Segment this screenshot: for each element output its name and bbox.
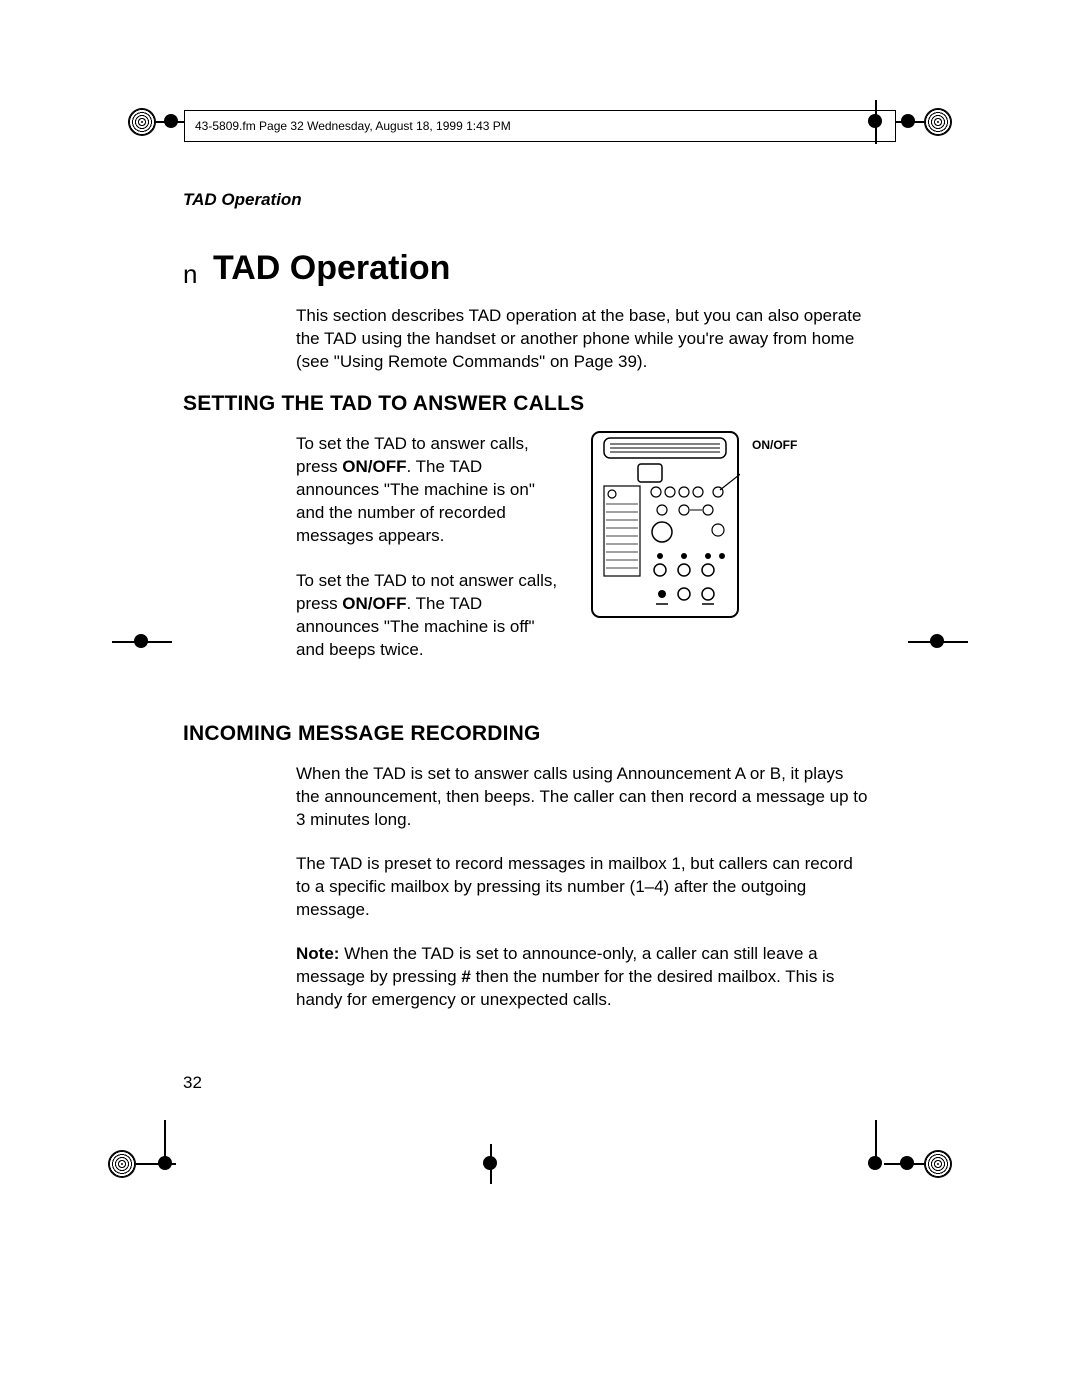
reg-line	[875, 1120, 877, 1160]
chapter-intro: This section describes TAD operation at …	[296, 305, 866, 374]
reg-node	[900, 1156, 914, 1170]
device-illustration	[590, 430, 740, 625]
crop-mark-top-left	[128, 108, 156, 136]
crop-info-text: 43-5809.fm Page 32 Wednesday, August 18,…	[195, 119, 511, 133]
running-head: TAD Operation	[183, 190, 302, 210]
section1-p1: To set the TAD to answer calls, press ON…	[296, 433, 566, 548]
crop-mark-bottom-right	[924, 1150, 952, 1178]
bold-text: ON/OFF	[342, 457, 406, 476]
section1-p2: To set the TAD to not answer calls, pres…	[296, 570, 566, 662]
onoff-callout: ON/OFF	[752, 438, 797, 452]
page-number: 32	[183, 1073, 202, 1093]
note-label: Note:	[296, 944, 339, 963]
crop-mark-bottom-left	[108, 1150, 136, 1178]
section2-p1: When the TAD is set to answer calls usin…	[296, 763, 871, 832]
reg-node	[868, 1156, 882, 1170]
bold-text: ON/OFF	[342, 594, 406, 613]
reg-node	[901, 114, 915, 128]
chapter-title: TAD Operation	[213, 249, 450, 288]
crop-mark-top-right	[924, 108, 952, 136]
section1-heading: SETTING THE TAD TO ANSWER CALLS	[183, 392, 584, 416]
section2-heading: INCOMING MESSAGE RECORDING	[183, 722, 541, 746]
reg-node	[134, 634, 148, 648]
reg-line	[164, 1120, 166, 1160]
chapter-bullet: n	[183, 259, 197, 290]
reg-node	[483, 1156, 497, 1170]
section2-p3: Note: When the TAD is set to announce-on…	[296, 943, 871, 1012]
reg-node	[930, 634, 944, 648]
section2-p2: The TAD is preset to record messages in …	[296, 853, 871, 922]
hash-key: #	[461, 967, 470, 986]
reg-node	[164, 114, 178, 128]
